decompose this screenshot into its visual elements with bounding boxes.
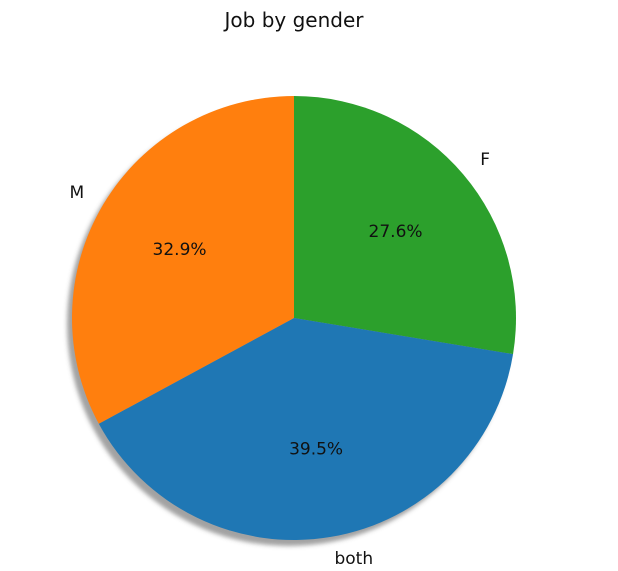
pie-slice-f: [294, 96, 516, 355]
pct-label-f: 27.6%: [369, 222, 423, 242]
chart-title: Job by gender: [224, 8, 364, 32]
pct-label-both: 39.5%: [289, 439, 343, 459]
category-label-f: F: [480, 150, 490, 170]
pie-slice-both: [98, 318, 514, 540]
pie-slice-m: [71, 96, 294, 424]
category-label-both: both: [334, 549, 373, 569]
category-label-m: M: [70, 183, 85, 203]
pct-label-m: 32.9%: [153, 240, 207, 260]
